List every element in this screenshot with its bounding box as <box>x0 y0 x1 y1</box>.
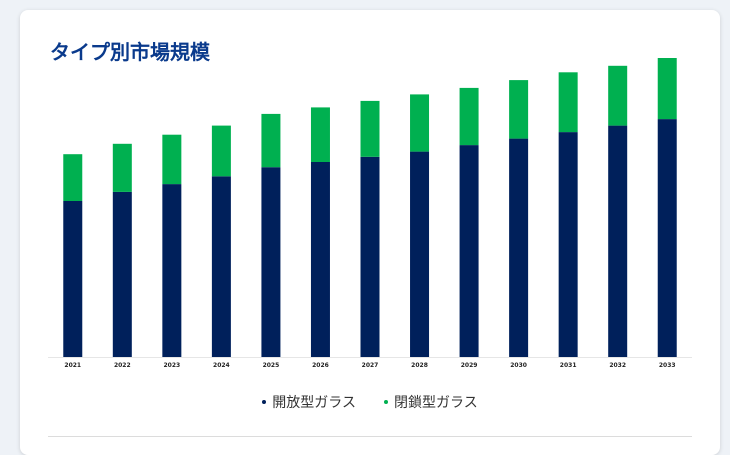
divider <box>48 436 692 437</box>
x-tick-label: 2028 <box>411 362 428 369</box>
bar-2032-series-1[interactable] <box>608 125 628 357</box>
x-tick-label: 2032 <box>609 362 626 369</box>
legend-item-closed-glass[interactable]: 閉鎖型ガラス <box>384 392 478 412</box>
stacked-bar-chart: 2021 2022 2023 2024 2025 2026 2027 2028 2029 2030… <box>48 58 692 369</box>
bar-2030-series-2[interactable] <box>509 80 529 139</box>
bar-2033-series-2[interactable] <box>657 58 677 120</box>
legend-item-open-glass[interactable]: 開放型ガラス <box>262 392 356 412</box>
x-tick-label: 2027 <box>362 362 379 369</box>
x-tick-label: 2030 <box>510 362 527 369</box>
legend-label-closed-glass: 閉鎖型ガラス <box>394 395 478 411</box>
x-tick-label: 2023 <box>163 362 180 369</box>
bar-2023-series-2[interactable] <box>162 134 182 185</box>
bar-2022-series-2[interactable] <box>112 143 132 192</box>
bar-2021-series-1[interactable] <box>63 201 83 357</box>
bar-2033-series-1[interactable] <box>657 119 677 357</box>
bar-2021-series-2[interactable] <box>63 154 83 201</box>
x-tick-label: 2025 <box>263 362 280 369</box>
bar-2029-series-2[interactable] <box>459 87 479 146</box>
bar-2025-series-2[interactable] <box>261 113 281 168</box>
x-tick-label: 2024 <box>213 362 230 369</box>
bar-2026-series-2[interactable] <box>310 107 330 162</box>
bar-2027-series-1[interactable] <box>360 156 380 357</box>
chart-card: タイプ別市場規模 2021 2022 2023 2024 2025 2026 2027 202… <box>20 10 720 455</box>
x-tick-label: 2021 <box>64 362 81 369</box>
bar-2025-series-1[interactable] <box>261 167 281 357</box>
bar-2023-series-1[interactable] <box>162 184 182 357</box>
bar-2032-series-2[interactable] <box>608 65 628 126</box>
x-tick-label: 2022 <box>114 362 131 369</box>
bar-2030-series-1[interactable] <box>509 138 529 357</box>
legend: 開放型ガラス 閉鎖型ガラス <box>20 392 720 412</box>
bar-2026-series-1[interactable] <box>310 162 330 357</box>
x-tick-label: 2033 <box>659 362 676 369</box>
x-tick-label: 2029 <box>461 362 478 369</box>
chart-title: タイプ別市場規模 <box>50 40 210 64</box>
legend-marker-closed-glass <box>384 400 388 404</box>
legend-marker-open-glass <box>262 400 267 404</box>
legend-label-open-glass: 開放型ガラス <box>272 395 356 411</box>
bar-2031-series-2[interactable] <box>558 72 578 133</box>
bar-2024-series-2[interactable] <box>211 125 231 177</box>
bar-2031-series-1[interactable] <box>558 132 578 357</box>
x-tick-label: 2031 <box>560 362 577 369</box>
x-tick-label: 2026 <box>312 362 329 369</box>
bar-2028-series-2[interactable] <box>410 94 430 152</box>
bar-2027-series-2[interactable] <box>360 100 380 157</box>
bar-2022-series-1[interactable] <box>112 191 132 357</box>
bar-2028-series-1[interactable] <box>410 151 430 357</box>
bar-2024-series-1[interactable] <box>211 176 231 357</box>
bar-2029-series-1[interactable] <box>459 145 479 357</box>
